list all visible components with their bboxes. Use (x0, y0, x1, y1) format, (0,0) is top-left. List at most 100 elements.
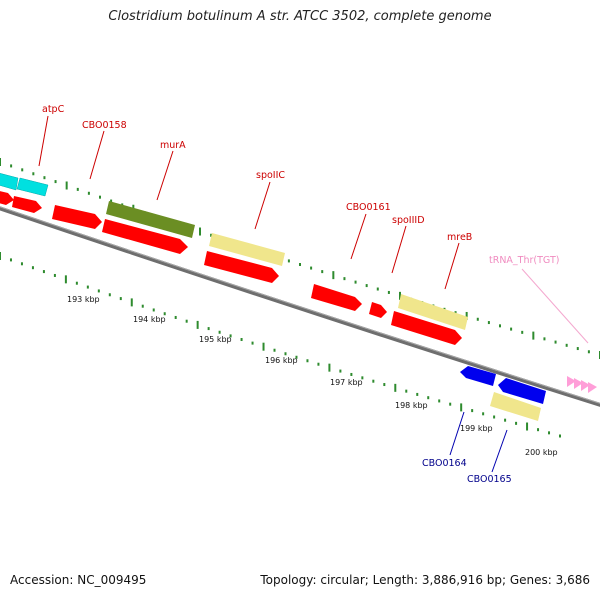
murA-feature[interactable] (106, 201, 195, 238)
upper-tick (76, 187, 79, 191)
upper-tick (0, 158, 1, 166)
lower-tick (328, 363, 331, 372)
lower-tick (163, 312, 166, 316)
lower-tick (482, 412, 485, 416)
lower-tick (97, 289, 100, 293)
upper-tick (99, 195, 101, 199)
lower-tick-row (0, 252, 561, 438)
upper-tick (465, 311, 468, 320)
lower-tick (548, 431, 551, 435)
upper-tick (387, 290, 390, 294)
upper-tick (399, 291, 401, 300)
lower-tick (53, 273, 56, 277)
lower-tick (240, 338, 243, 342)
lower-tick (339, 369, 342, 373)
lower-tick (207, 327, 210, 331)
trna-feature[interactable] (567, 376, 597, 393)
gene-label-spoIIC: spoIIC (256, 170, 285, 181)
spoIIC-feature[interactable] (209, 233, 285, 266)
lower-tick (449, 402, 452, 406)
lower-tick (119, 297, 122, 301)
lower-tick (152, 308, 155, 312)
lower-tick (350, 372, 353, 376)
gene-label-atpC: atpC (42, 104, 65, 115)
lower-tick (218, 330, 221, 334)
upper-tick (354, 280, 357, 284)
blue-label-leaders (449, 411, 508, 473)
lower-tick (471, 409, 474, 413)
label-leaders (38, 115, 460, 290)
ruler-label-200: 200 kbp (525, 448, 558, 457)
lower-tick (306, 359, 309, 363)
feature-red-4[interactable] (204, 251, 279, 283)
upper-tick (499, 324, 501, 328)
feature-red-3[interactable] (102, 219, 188, 254)
upper-tick (576, 347, 579, 351)
lower-tick (317, 362, 320, 366)
upper-tick (510, 327, 513, 331)
upper-tick (54, 180, 57, 184)
lower-tick (427, 396, 430, 400)
upper-tick (65, 181, 68, 190)
accession-text: Accession: NC_009495 (10, 573, 147, 587)
lower-tick (526, 422, 529, 431)
feature-red-5[interactable] (391, 311, 462, 345)
lower-tick (559, 434, 561, 438)
lower-tick (251, 341, 254, 345)
lower-tick (141, 304, 144, 308)
gene-label-murA: murA (160, 140, 186, 151)
spoIIID-feature[interactable] (369, 302, 387, 318)
lower-tick (185, 319, 188, 323)
lower-tick (75, 281, 78, 285)
ruler-label-196: 196 kbp (265, 356, 298, 365)
lower-tick (416, 392, 419, 396)
upper-tick (43, 176, 46, 180)
lower-tick (405, 389, 408, 393)
upper-tick (565, 343, 568, 347)
lower-tick (273, 348, 276, 352)
trna-leader (521, 268, 589, 344)
upper-tick (10, 164, 13, 168)
cbo0164-feature[interactable] (460, 366, 496, 386)
lower-tick (64, 275, 67, 284)
lower-tick (9, 258, 12, 262)
upper-tick (210, 233, 213, 237)
lower-tick (229, 334, 232, 338)
lower-tick (438, 399, 441, 403)
lower-tick (20, 262, 23, 266)
feature-blue-2[interactable] (498, 378, 546, 404)
upper-tick (199, 227, 201, 236)
feature-red-1[interactable] (0, 190, 14, 205)
lower-tick (130, 298, 133, 307)
lower-tick (174, 315, 177, 319)
lower-tick (493, 415, 496, 419)
feature-red-2[interactable] (12, 196, 42, 213)
upper-tick (87, 191, 90, 195)
upper-tick (321, 270, 324, 274)
mreB-feature[interactable] (398, 294, 468, 330)
ruler-label-195: 195 kbp (199, 335, 232, 344)
lower-tick (372, 379, 375, 383)
cbo0165-feature[interactable] (490, 392, 541, 421)
upper-tick (365, 284, 368, 288)
cbo0158-feature[interactable] (52, 205, 102, 229)
ruler-label-199: 199 kbp (460, 424, 493, 433)
atpc-feature-2[interactable] (16, 177, 49, 197)
upper-tick (310, 266, 313, 270)
upper-tick (110, 199, 113, 203)
upper-tick (287, 259, 290, 263)
genome-backbone-highlight (0, 206, 600, 404)
gene-label-CBO0164: CBO0164 (422, 458, 467, 469)
atpc-feature[interactable] (0, 172, 19, 191)
lower-tick (537, 428, 540, 432)
cbo0161-feature[interactable] (311, 284, 362, 311)
upper-tick (454, 311, 457, 315)
ruler-label-197: 197 kbp (330, 378, 363, 387)
lower-tick (460, 403, 463, 412)
lower-tick (31, 266, 34, 270)
upper-tick (587, 350, 590, 354)
upper-tick (521, 330, 524, 334)
gene-label-spoIIID: spoIIID (392, 215, 425, 226)
topology-summary: Topology: circular; Length: 3,886,916 bp… (260, 573, 590, 587)
upper-tick (32, 172, 35, 176)
